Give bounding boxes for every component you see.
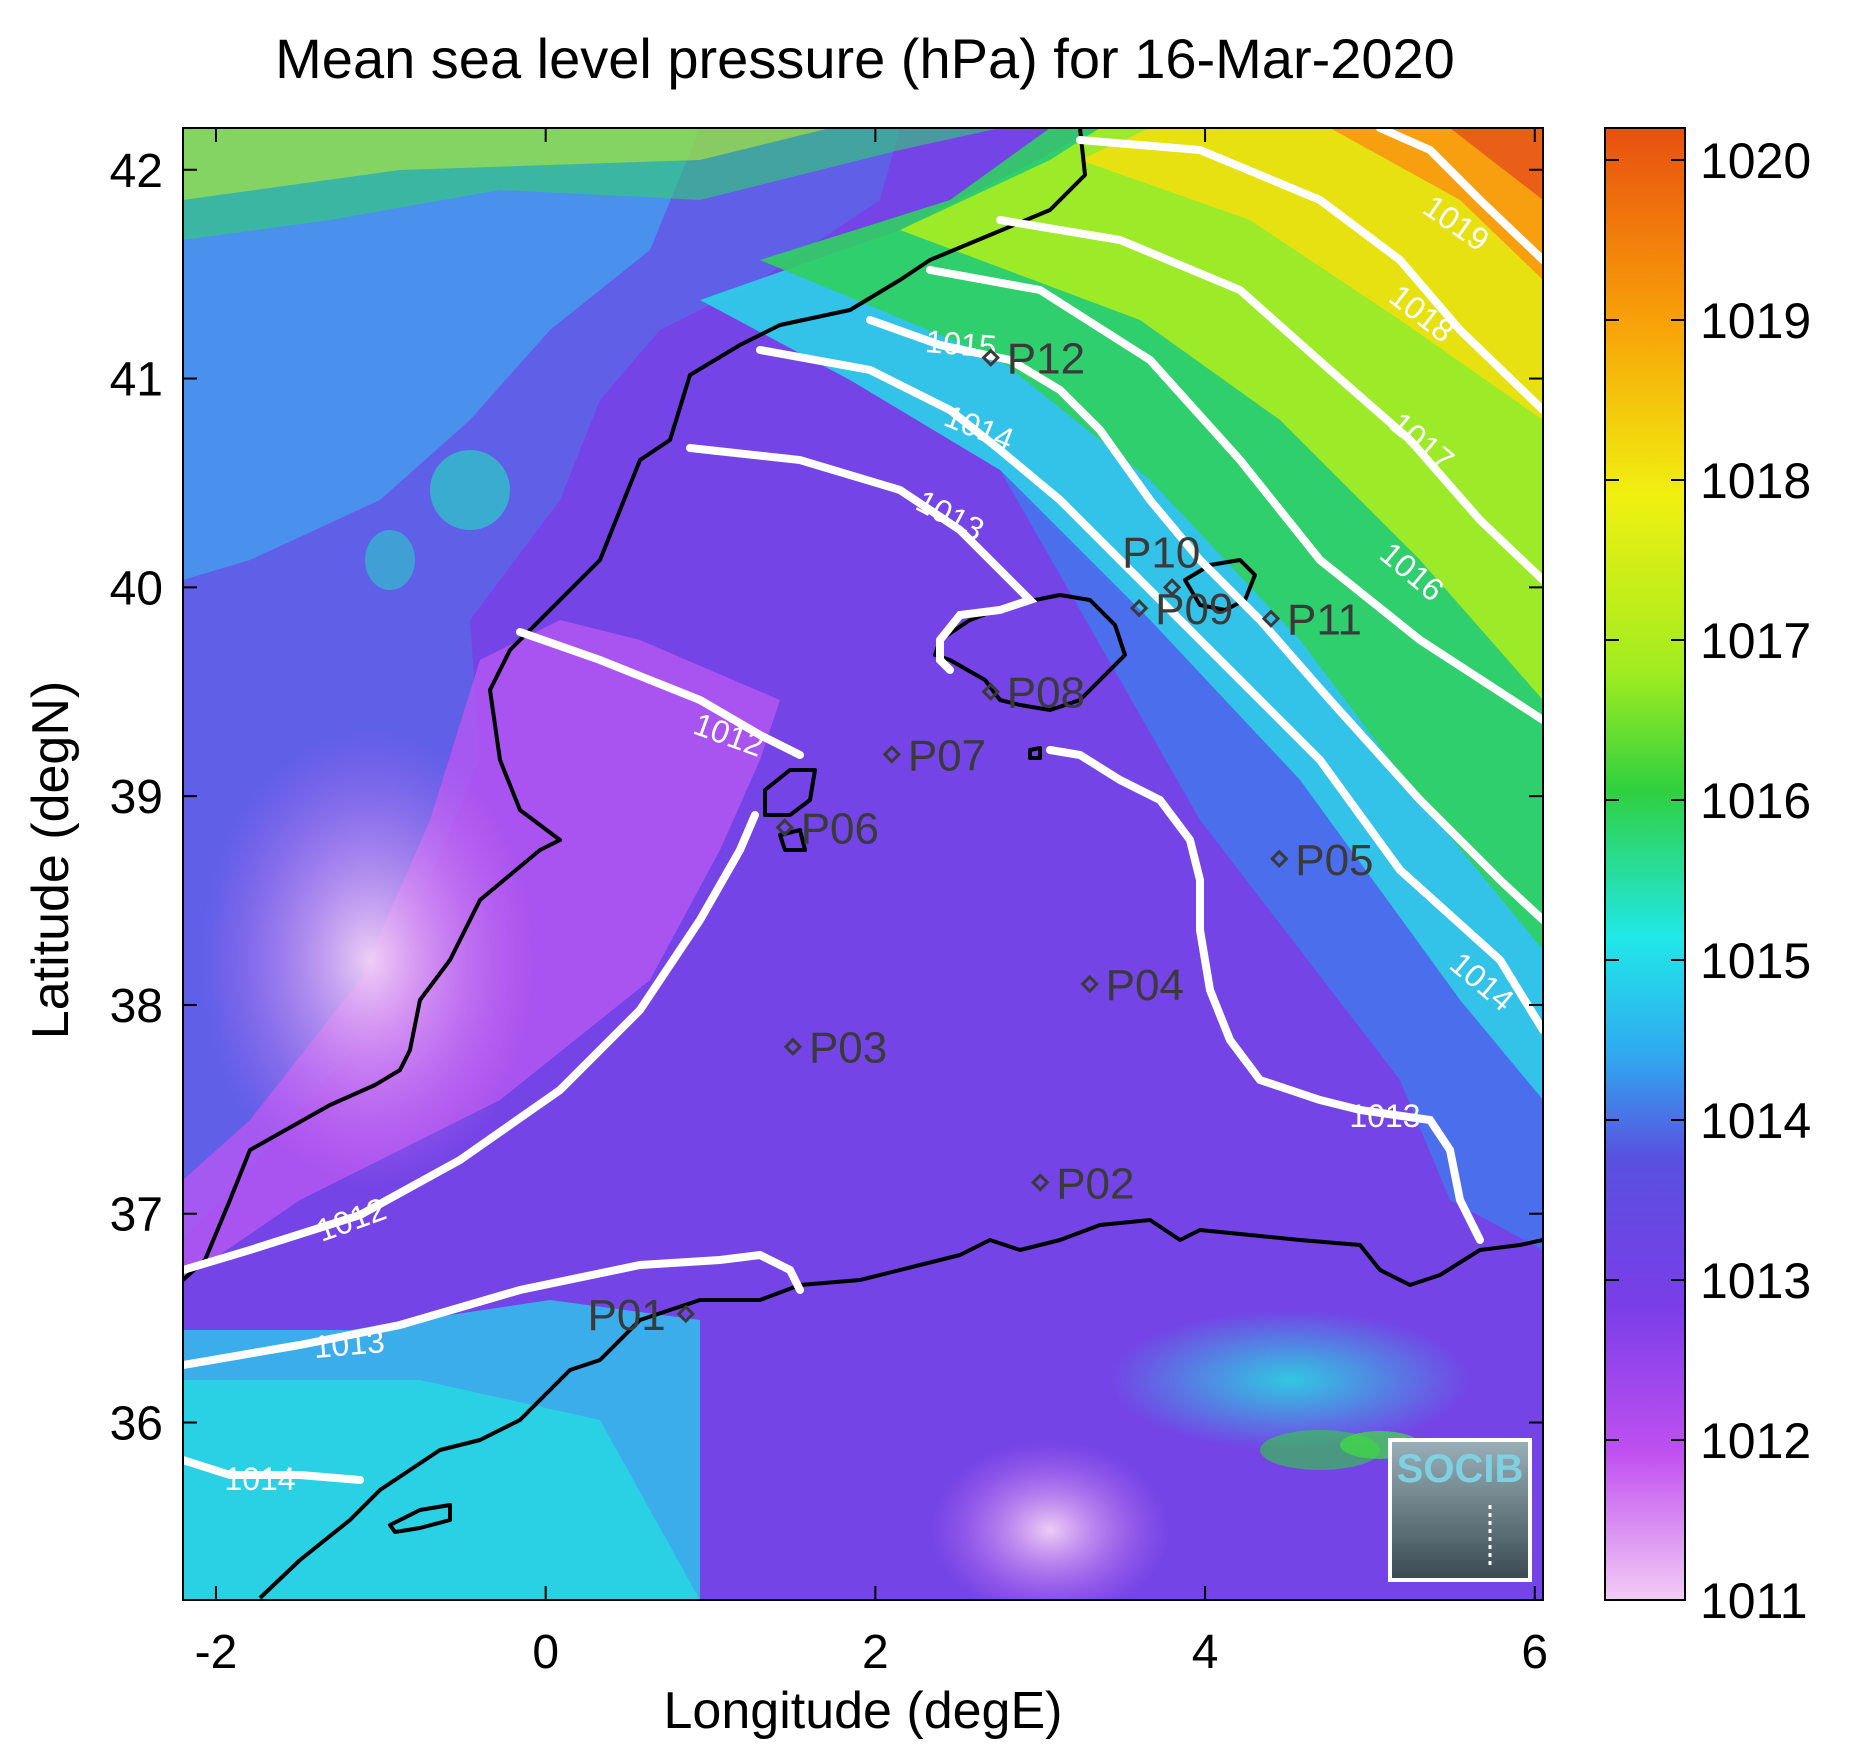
band-yellow — [1080, 128, 1543, 420]
station-marker — [1162, 578, 1182, 597]
station-marker — [882, 745, 902, 764]
station-label: P07 — [908, 731, 986, 780]
map-title: Mean sea level pressure (hPa) for 16-Mar… — [275, 27, 1455, 90]
station-marker — [1270, 849, 1289, 868]
isobar-1012-north — [516, 628, 804, 759]
colorbar-tick-label: 1020 — [1700, 133, 1811, 189]
band-red — [1450, 128, 1543, 200]
station-label: P01 — [587, 1291, 665, 1340]
station-marker — [1261, 609, 1281, 628]
x-tick-label: 0 — [532, 1626, 559, 1679]
map-frame — [182, 127, 1544, 1601]
station-label: P12 — [1007, 335, 1085, 384]
isobar-1013-east — [1046, 746, 1484, 1244]
coast-ibiza — [763, 768, 817, 817]
isobars — [183, 128, 1543, 1484]
coast-formentera — [778, 828, 807, 852]
low-field-pink-west — [200, 730, 540, 1190]
station-marker — [775, 818, 794, 837]
socib-logo-text: SOCIB — [1397, 1447, 1524, 1491]
colorbar-tick-label: 1018 — [1700, 453, 1811, 509]
y-axis-ticks: 42 41 40 39 38 37 36 — [110, 145, 1543, 1451]
station-label: P02 — [1056, 1159, 1134, 1208]
x-tick-label: 6 — [1521, 1626, 1548, 1679]
y-tick-label: 39 — [110, 771, 163, 824]
y-tick-label: 37 — [110, 1189, 163, 1242]
contour-label-1014-south: 1014 — [224, 1461, 295, 1497]
y-tick-label: 42 — [110, 145, 163, 198]
x-tick-label: 2 — [862, 1626, 889, 1679]
north-field-cyan-spot-2 — [365, 530, 415, 590]
band-orange — [1330, 128, 1543, 280]
station-marker — [981, 348, 1000, 367]
station-label: P10 — [1122, 528, 1200, 577]
y-axis-label: Latitude (degN) — [22, 681, 80, 1039]
station-marker — [783, 1037, 803, 1056]
station-label: P11 — [1287, 596, 1362, 645]
colorbar — [1604, 127, 1686, 1601]
isobar-1014-north — [756, 346, 1543, 1034]
station-marker — [1031, 1173, 1050, 1192]
y-tick-label: 41 — [110, 354, 163, 407]
low-field-pink-south — [930, 1440, 1170, 1600]
isobar-1018 — [1076, 136, 1543, 414]
y-tick-label: 40 — [110, 562, 163, 615]
colorbar-tick-label: 1019 — [1700, 293, 1811, 349]
colorbar-tick-label: 1016 — [1700, 773, 1811, 829]
station-label: P06 — [801, 804, 879, 853]
band-yellow-nw — [183, 128, 830, 200]
station-label: P03 — [809, 1024, 887, 1073]
station-label: P05 — [1295, 836, 1373, 885]
map-area: 1019 1018 1017 1016 1015 1014 1013 1012 … — [183, 128, 1543, 1600]
isobar-1012-south — [183, 811, 759, 1274]
x-tick-label: 4 — [1192, 1626, 1219, 1679]
coast-islet-south — [388, 1503, 452, 1534]
station-marker — [981, 682, 1000, 701]
colorbar-ticks: 1020 1019 1018 1017 1016 1015 1014 1013 1012 1011 — [1605, 133, 1811, 1629]
colorbar-tick-label: 1011 — [1700, 1573, 1808, 1629]
north-field-cyan-spot — [430, 450, 510, 530]
station-marker — [1129, 599, 1149, 618]
south-field-cyan-2 — [183, 1380, 700, 1600]
station-label: P09 — [1155, 585, 1233, 634]
colorbar-tick-label: 1012 — [1700, 1413, 1811, 1469]
coast-north-africa — [258, 1218, 1543, 1600]
isobar-1013-north — [686, 444, 1038, 674]
socib-logo: SOCIB — [1388, 1438, 1532, 1582]
coast-cabrera — [1028, 746, 1042, 760]
isobar-1019 — [1376, 128, 1543, 264]
isobar-1013-south — [183, 1250, 804, 1369]
contour-label-1013-east: 1013 — [1349, 1098, 1420, 1134]
colorbar-tick-label: 1013 — [1700, 1253, 1811, 1309]
isobar-1017 — [996, 216, 1543, 584]
station-markers: P01 P02 P03 P04 P05 P06 P07 P08 P09 P10 P11 P12 — [587, 335, 1373, 1340]
colorbar-tick-label: 1014 — [1700, 1093, 1811, 1149]
station-label: P04 — [1106, 961, 1184, 1010]
contour-label-1013-south: 1013 — [312, 1323, 386, 1365]
colorbar-tick-label: 1017 — [1700, 613, 1811, 669]
x-tick-label: -2 — [195, 1626, 238, 1679]
isobar-1014-south — [183, 1456, 364, 1484]
y-tick-label: 38 — [110, 980, 163, 1033]
coast-menorca — [1183, 558, 1257, 612]
x-axis-ticks: -2 0 2 4 6 — [195, 128, 1548, 1679]
station-marker — [676, 1304, 695, 1324]
x-axis-label: Longitude (degE) — [664, 1682, 1063, 1740]
station-label: P08 — [1007, 669, 1085, 718]
colorbar-tick-label: 1015 — [1700, 933, 1811, 989]
land-field-cyan — [183, 128, 700, 580]
south-field-cyan-blob — [1110, 1310, 1470, 1450]
y-tick-label: 36 — [110, 1398, 163, 1451]
station-marker — [1080, 974, 1099, 994]
coast-iberia — [183, 128, 1087, 1282]
isobar-1016 — [926, 266, 1543, 724]
